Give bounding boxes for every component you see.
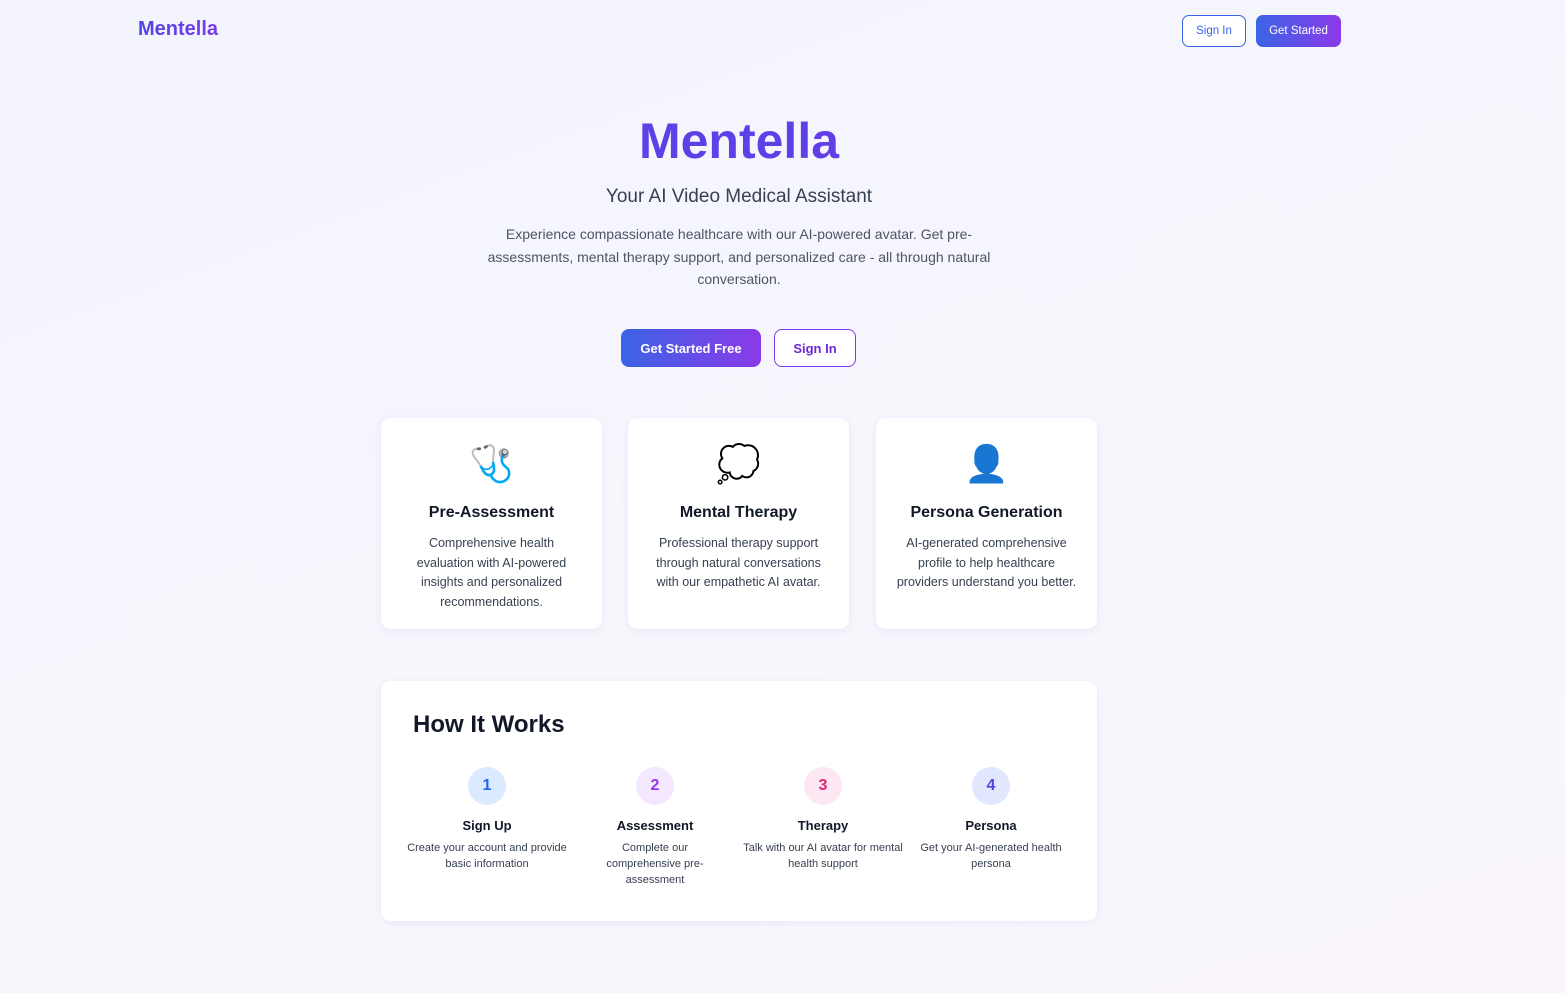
step-text: Talk with our AI avatar for mental healt…	[743, 842, 903, 870]
feature-text: AI-generated comprehensive profile to he…	[896, 536, 1077, 589]
step-title: Therapy	[797, 818, 849, 833]
step-title: Assessment	[616, 818, 694, 833]
step-text: Get your AI-generated health persona	[920, 842, 1062, 870]
how-it-works-section: How It Works 1 Sign Up Create your accou…	[381, 681, 1097, 921]
feature-text: Comprehensive health evaluation with AI-…	[416, 536, 567, 609]
stethoscope-icon: 🩺	[469, 443, 514, 484]
step-number: 2	[636, 767, 674, 805]
feature-card-pre-assessment: 🩺 Pre-Assessment Comprehensive health ev…	[381, 418, 602, 629]
step-title: Persona	[965, 818, 1017, 833]
feature-title: Pre-Assessment	[428, 504, 555, 521]
step-persona: 4 Persona Get your AI-generated health p…	[911, 767, 1071, 872]
step-number: 3	[804, 767, 842, 805]
step-text: Complete our comprehensive pre-assessmen…	[606, 842, 704, 886]
hero-description: Experience compassionate healthcare with…	[487, 226, 991, 287]
step-therapy: 3 Therapy Talk with our AI avatar for me…	[743, 767, 903, 872]
step-text: Create your account and provide basic in…	[407, 842, 567, 870]
feature-title: Mental Therapy	[679, 504, 798, 521]
step-title: Sign Up	[462, 818, 512, 833]
step-sign-up: 1 Sign Up Create your account and provid…	[407, 767, 567, 872]
feature-title: Persona Generation	[910, 504, 1063, 521]
hero-title: Mentella	[381, 112, 1097, 170]
feature-card-mental-therapy: 💭 Mental Therapy Professional therapy su…	[628, 418, 849, 629]
step-number: 1	[468, 767, 506, 805]
person-silhouette-icon: 👤	[964, 443, 1009, 484]
feature-card-persona-generation: 👤 Persona Generation AI-generated compre…	[876, 418, 1097, 629]
section-title: How It Works	[413, 711, 565, 738]
thought-bubble-icon: 💭	[716, 443, 761, 484]
hero-subtitle: Your AI Video Medical Assistant	[605, 186, 873, 207]
step-assessment: 2 Assessment Complete our comprehensive …	[575, 767, 735, 888]
logo[interactable]: Mentella	[138, 18, 219, 40]
feature-text: Professional therapy support through nat…	[656, 536, 821, 589]
nav-sign-in-button[interactable]: Sign In	[1182, 15, 1246, 47]
nav-get-started-button[interactable]: Get Started	[1256, 15, 1341, 47]
hero-sign-in-button[interactable]: Sign In	[774, 329, 856, 367]
get-started-free-button[interactable]: Get Started Free	[621, 329, 761, 367]
step-number: 4	[972, 767, 1010, 805]
